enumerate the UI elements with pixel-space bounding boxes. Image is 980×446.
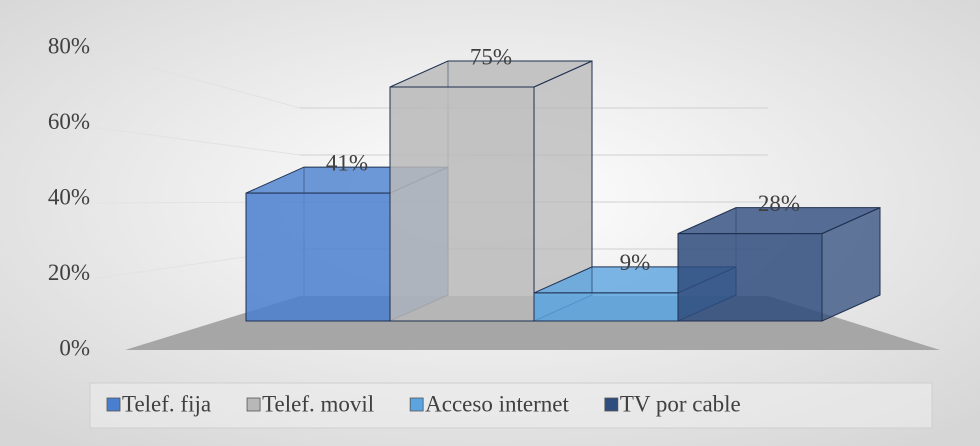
- bar: [389, 60, 593, 322]
- legend-label: Acceso internet: [425, 391, 569, 416]
- legend-label: TV por cable: [620, 391, 741, 416]
- data-label: 28%: [758, 191, 800, 216]
- data-label: 9%: [620, 250, 651, 275]
- y-tick-label: 20%: [48, 260, 90, 285]
- legend-box: [89, 382, 933, 429]
- y-tick-label: 40%: [48, 184, 90, 209]
- y-tick-label: 80%: [48, 33, 90, 58]
- legend-swatch: [106, 397, 121, 412]
- legend-swatch: [246, 397, 261, 412]
- legend-swatch: [604, 397, 619, 412]
- bar-front: [533, 292, 679, 322]
- y-tick-label: 60%: [48, 109, 90, 134]
- legend-label: Telef. fija: [122, 391, 211, 416]
- legend-swatch: [409, 397, 424, 412]
- grid-diagonal: [94, 127, 301, 156]
- data-label: 75%: [470, 44, 512, 69]
- bar-front: [245, 192, 391, 322]
- bar: [677, 206, 881, 322]
- bar-front: [389, 86, 535, 322]
- data-label: 41%: [326, 150, 368, 175]
- bar-front: [677, 233, 823, 322]
- y-tick-label: 0%: [59, 335, 90, 360]
- legend-label: Telef. movil: [262, 391, 374, 416]
- grid-diagonal: [94, 51, 301, 109]
